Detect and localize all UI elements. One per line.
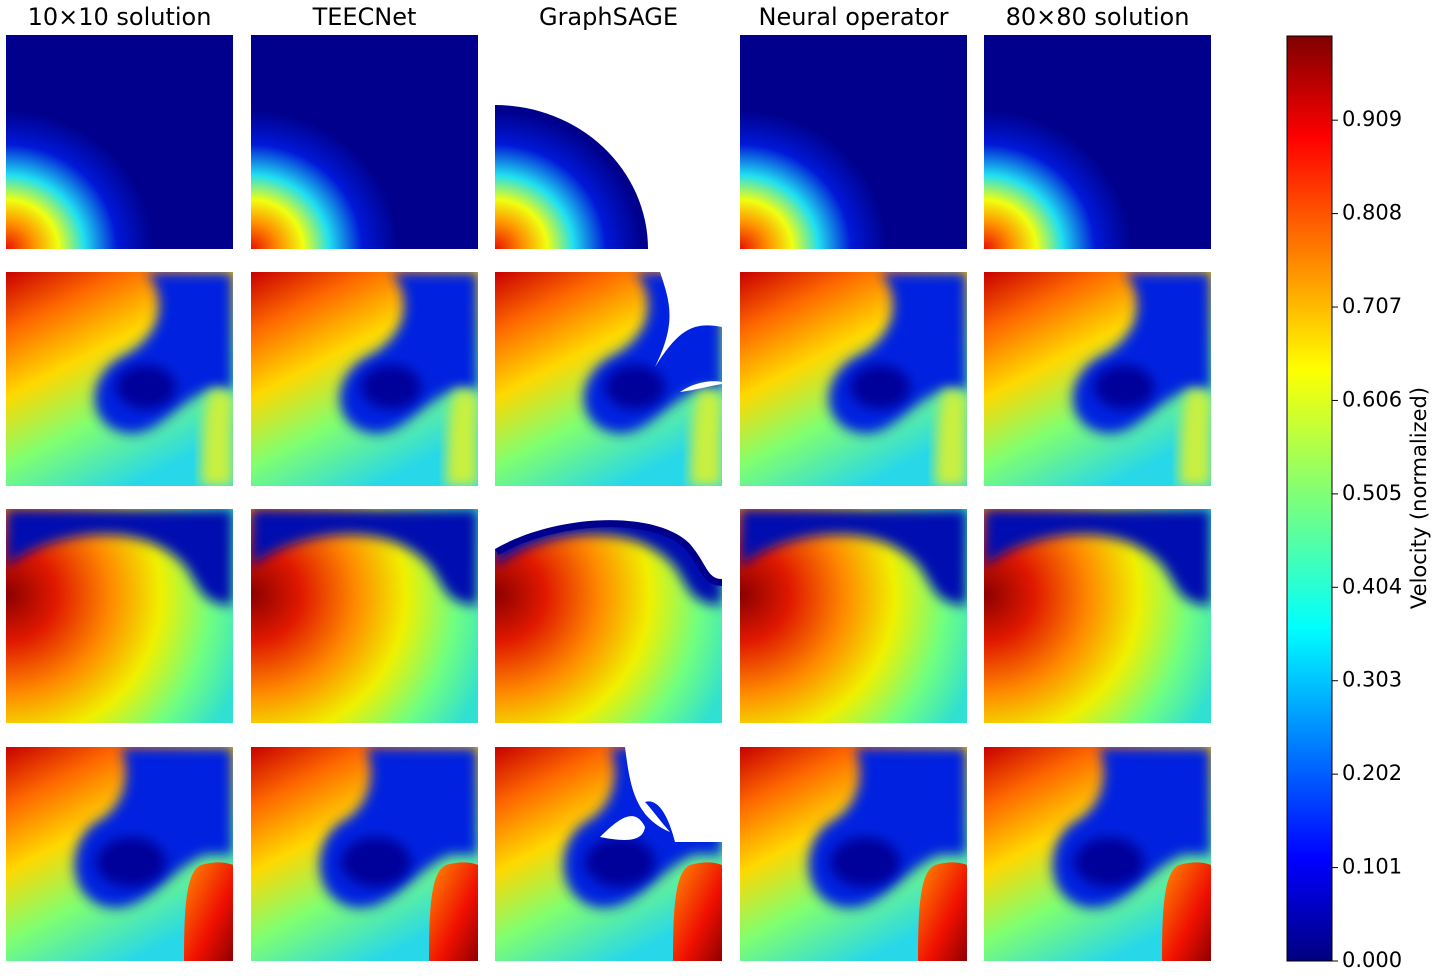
colorbar-tick-label: 0.000: [1342, 948, 1402, 972]
field: [251, 35, 478, 249]
field-panel: [740, 272, 967, 486]
field: [918, 862, 967, 961]
field: [446, 389, 478, 486]
field-panel: [495, 35, 722, 249]
field: [740, 509, 967, 605]
colorbar-tick-label: 0.909: [1342, 107, 1402, 131]
field-panel: [251, 272, 478, 486]
column-title: Neural operator: [758, 3, 948, 31]
field-panel: [251, 747, 478, 961]
field: [984, 35, 1211, 249]
mesh-mask: [655, 272, 722, 392]
colorbar-label: Velocity (normalized): [1407, 387, 1431, 609]
field: [850, 365, 910, 409]
field: [6, 509, 233, 605]
field: [341, 837, 411, 887]
field-panel: [984, 747, 1211, 961]
field: [429, 862, 478, 961]
field: [6, 35, 233, 249]
field-panel: [984, 272, 1211, 486]
field-panel: [251, 509, 478, 723]
column-title: GraphSAGE: [539, 3, 678, 31]
field: [605, 365, 665, 409]
field-panel: [740, 509, 967, 723]
field: [984, 509, 1211, 605]
field-panel: [6, 35, 233, 249]
column-title: 80×80 solution: [1006, 3, 1190, 31]
field-panel: [984, 35, 1211, 249]
colorbar-tick-label: 0.606: [1342, 387, 1402, 411]
field: [184, 862, 233, 961]
mesh-mask: [495, 509, 722, 579]
field: [361, 365, 421, 409]
field-panel: [495, 272, 722, 486]
field: [1094, 365, 1154, 409]
colorbar-tick-label: 0.505: [1342, 481, 1402, 505]
field: [116, 365, 176, 409]
colorbar-tick-label: 0.404: [1342, 574, 1402, 598]
colorbar-tick-label: 0.707: [1342, 294, 1402, 318]
field-panel: [251, 35, 478, 249]
colorbar: [1286, 35, 1333, 962]
field: [1074, 837, 1144, 887]
column-title: TEECNet: [312, 3, 417, 31]
field-panel: [740, 35, 967, 249]
field: [585, 837, 655, 887]
panels: [6, 35, 1211, 961]
field: [690, 389, 722, 486]
field: [673, 862, 722, 961]
column-title: 10×10 solution: [28, 3, 212, 31]
field-panel: [495, 509, 722, 723]
mesh-mask: [495, 35, 722, 249]
field-panel: [984, 509, 1211, 723]
field: [96, 837, 166, 887]
field: [935, 389, 967, 486]
field: [201, 389, 233, 486]
colorbar-tick-label: 0.202: [1342, 761, 1402, 785]
mesh-mask: [600, 747, 722, 842]
field-panel: [495, 747, 722, 961]
colorbar-tick-label: 0.808: [1342, 201, 1402, 225]
field-panel: [740, 747, 967, 961]
field: [1179, 389, 1211, 486]
field-panel: [6, 747, 233, 961]
colorbar-tick-label: 0.101: [1342, 855, 1402, 879]
field-panel: [6, 272, 233, 486]
field: [830, 837, 900, 887]
field: [740, 35, 967, 249]
field-panel: [6, 509, 233, 723]
colorbar-tick-label: 0.303: [1342, 668, 1402, 692]
field: [1162, 862, 1211, 961]
column-titles: 10×10 solution TEECNet GraphSAGE Neural ope…: [28, 3, 1190, 31]
field: [251, 509, 478, 605]
